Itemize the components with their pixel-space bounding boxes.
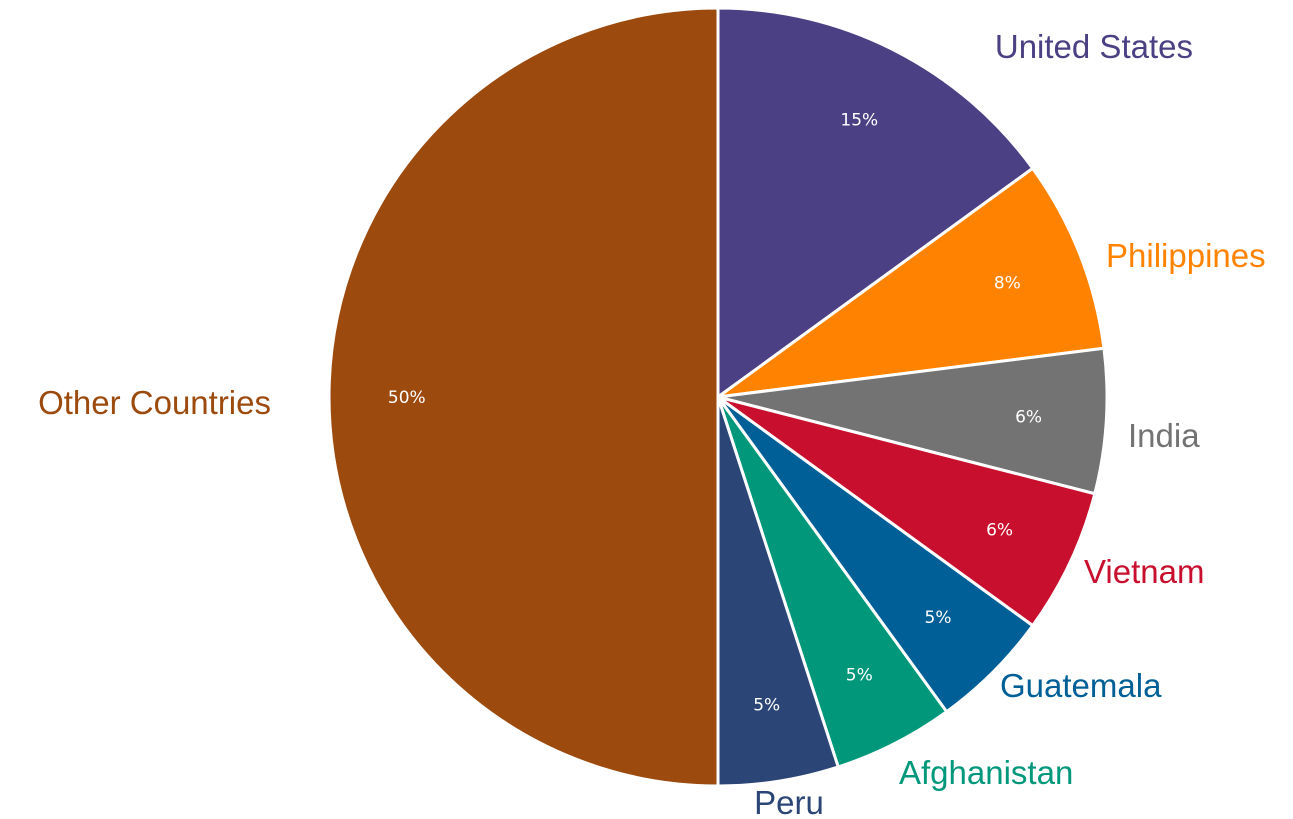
slice-percent-label: 15% — [840, 111, 878, 131]
slice-category-label: Afghanistan — [899, 754, 1073, 791]
slice-percent-label: 5% — [846, 665, 873, 685]
slice-category-label: United States — [995, 28, 1193, 65]
slice-percent-label: 5% — [753, 695, 780, 715]
slice-percent-label: 50% — [388, 388, 426, 408]
pie-slice — [716, 6, 1035, 399]
slice-category-label: Philippines — [1106, 237, 1266, 274]
slice-percent-label: 6% — [1015, 408, 1042, 428]
pie-slice — [716, 395, 1097, 628]
slice-percent-label: 5% — [925, 608, 952, 628]
slice-category-label: Guatemala — [1000, 667, 1162, 704]
pie-slice — [716, 166, 1106, 399]
pie-slice — [716, 346, 1109, 496]
category-labels: United States Philippines India Vietnam Guat… — [38, 28, 1266, 819]
pie-slices — [327, 6, 1109, 788]
slice-percent-label: 8% — [994, 273, 1021, 293]
slice-category-label: Peru — [754, 784, 824, 819]
pie-slice — [327, 6, 720, 788]
percent-labels: 15% 8% 6% 6% 5% 5% 5% 50% — [388, 111, 1042, 716]
slice-percent-label: 6% — [986, 521, 1013, 541]
slice-category-label: Vietnam — [1084, 553, 1204, 590]
slice-category-label: India — [1128, 417, 1200, 454]
slice-category-label: Other Countries — [38, 384, 271, 421]
